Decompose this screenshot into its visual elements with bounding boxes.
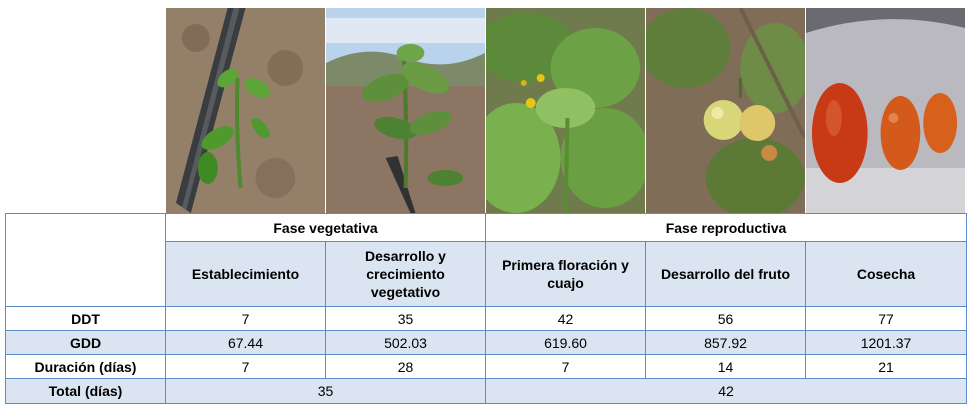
table-cell: 7 <box>165 306 326 331</box>
table-cell: 28 <box>324 354 487 379</box>
phase-reproductive-header: Fase reproductiva <box>485 213 968 242</box>
crop-phases-table: Fase vegetativa Fase reproductiva Establ… <box>5 213 968 404</box>
total-reproductive: 42 <box>485 378 968 404</box>
green-tomato-fruit-photo <box>646 8 806 213</box>
table-cell: 21 <box>805 354 968 379</box>
total-vegetative: 35 <box>164 378 487 404</box>
row-label-duration: Duración (días) <box>5 354 166 379</box>
row-label-gdd: GDD <box>5 330 166 355</box>
table-row: DDT 7 35 42 56 77 <box>5 306 968 331</box>
table-cell: 619.60 <box>485 330 647 355</box>
stage-header-harvest: Cosecha <box>805 241 968 307</box>
table-cell: 7 <box>485 354 647 379</box>
table-cell: 35 <box>324 306 487 331</box>
table-cell: 857.92 <box>645 330 807 355</box>
table-cell: 502.03 <box>324 330 487 355</box>
crop-stage-photos <box>166 8 966 213</box>
tomato-flowering-photo <box>486 8 646 213</box>
seedling-drip-photo <box>166 8 326 213</box>
stage-header-vegetative-growth: Desarrollo y crecimiento vegetativo <box>324 241 487 307</box>
table-cell: 14 <box>645 354 807 379</box>
table-row: Total (días) 35 42 <box>5 378 968 404</box>
row-label-total: Total (días) <box>5 378 166 404</box>
row-label-ddt: DDT <box>5 306 166 331</box>
table-cell: 42 <box>485 306 647 331</box>
corner-cell <box>5 213 166 307</box>
table-cell: 7 <box>165 354 326 379</box>
young-tomato-plant-photo <box>326 8 486 213</box>
stage-header-flowering: Primera floración y cuajo <box>485 241 647 307</box>
stage-header-establishment: Establecimiento <box>165 241 326 307</box>
ripe-tomatoes-harvest-photo <box>806 8 966 213</box>
table-cell: 56 <box>645 306 807 331</box>
table-row: Duración (días) 7 28 7 14 21 <box>5 354 968 379</box>
table-cell: 67.44 <box>165 330 326 355</box>
stage-header-fruit-development: Desarrollo del fruto <box>645 241 807 307</box>
phase-vegetative-header: Fase vegetativa <box>164 213 487 242</box>
table-row: GDD 67.44 502.03 619.60 857.92 1201.37 <box>5 330 968 355</box>
table-cell: 77 <box>805 306 968 331</box>
table-cell: 1201.37 <box>805 330 968 355</box>
